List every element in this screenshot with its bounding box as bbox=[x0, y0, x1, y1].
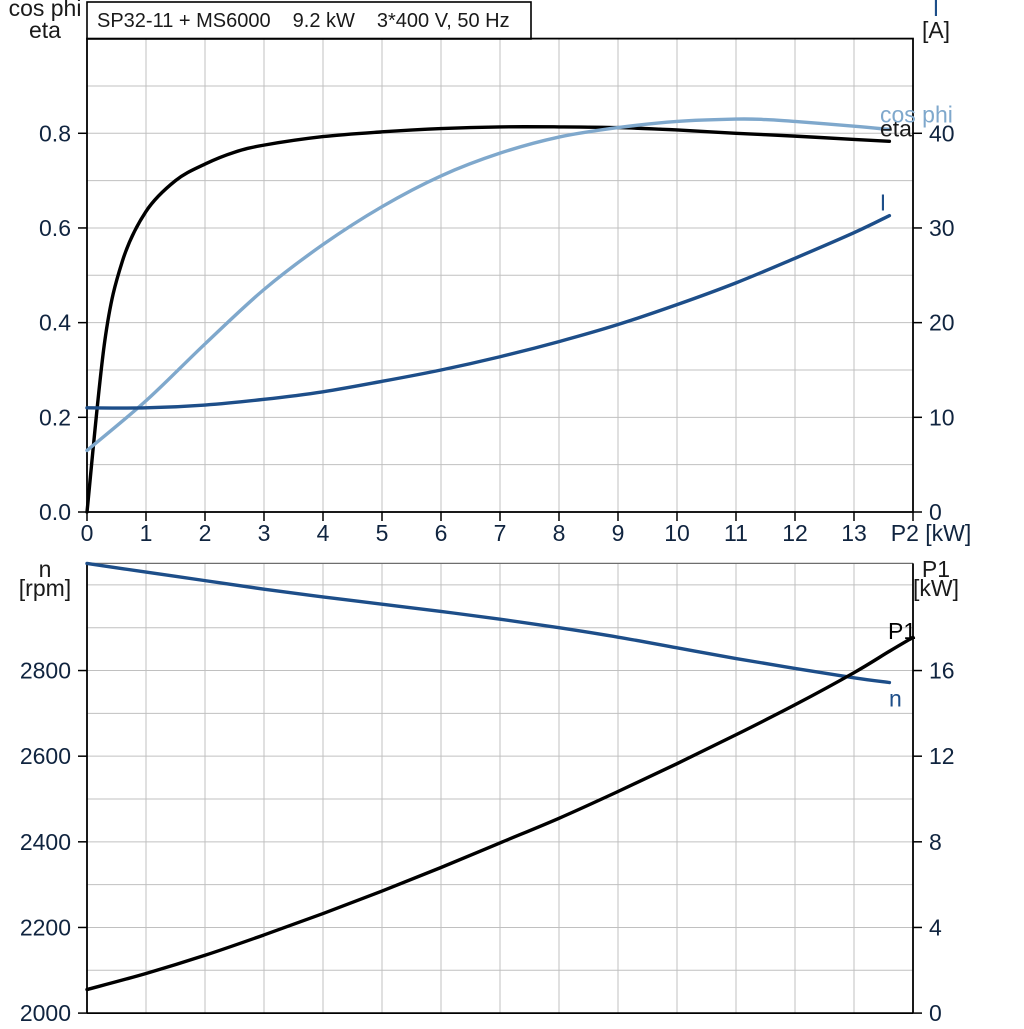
svg-text:4: 4 bbox=[317, 520, 330, 546]
svg-text:[kW]: [kW] bbox=[913, 575, 959, 601]
svg-text:7: 7 bbox=[494, 520, 507, 546]
svg-text:[A]: [A] bbox=[922, 17, 950, 43]
svg-text:10: 10 bbox=[929, 404, 955, 430]
svg-text:eta: eta bbox=[29, 17, 61, 43]
svg-text:6: 6 bbox=[435, 520, 448, 546]
svg-text:0: 0 bbox=[929, 499, 942, 525]
svg-text:0.0: 0.0 bbox=[39, 499, 71, 525]
svg-text:8: 8 bbox=[553, 520, 566, 546]
svg-text:cos phi: cos phi bbox=[880, 102, 953, 128]
svg-text:16: 16 bbox=[929, 658, 955, 684]
svg-text:2200: 2200 bbox=[20, 914, 71, 940]
svg-text:0.6: 0.6 bbox=[39, 215, 71, 241]
svg-text:20: 20 bbox=[929, 310, 955, 336]
svg-text:n: n bbox=[889, 686, 902, 712]
svg-text:I: I bbox=[880, 190, 886, 216]
svg-text:3: 3 bbox=[258, 520, 271, 546]
svg-text:2000: 2000 bbox=[20, 1000, 71, 1024]
svg-text:11: 11 bbox=[724, 520, 748, 546]
svg-text:2: 2 bbox=[199, 520, 212, 546]
svg-text:0.4: 0.4 bbox=[39, 310, 71, 336]
svg-text:10: 10 bbox=[664, 520, 690, 546]
svg-text:2600: 2600 bbox=[20, 743, 71, 769]
svg-text:0: 0 bbox=[81, 520, 94, 546]
svg-text:0: 0 bbox=[929, 1000, 942, 1024]
svg-text:2800: 2800 bbox=[20, 658, 71, 684]
svg-text:30: 30 bbox=[929, 215, 955, 241]
svg-text:P1: P1 bbox=[888, 618, 916, 644]
svg-text:12: 12 bbox=[929, 743, 955, 769]
svg-text:13: 13 bbox=[841, 520, 867, 546]
svg-text:9: 9 bbox=[612, 520, 625, 546]
svg-text:12: 12 bbox=[782, 520, 808, 546]
svg-text:8: 8 bbox=[929, 829, 942, 855]
svg-text:5: 5 bbox=[376, 520, 389, 546]
svg-text:0.8: 0.8 bbox=[39, 120, 71, 146]
svg-text:2400: 2400 bbox=[20, 829, 71, 855]
svg-text:4: 4 bbox=[929, 914, 942, 940]
svg-text:[rpm]: [rpm] bbox=[19, 575, 71, 601]
svg-text:1: 1 bbox=[140, 520, 153, 546]
svg-text:0.2: 0.2 bbox=[39, 404, 71, 430]
